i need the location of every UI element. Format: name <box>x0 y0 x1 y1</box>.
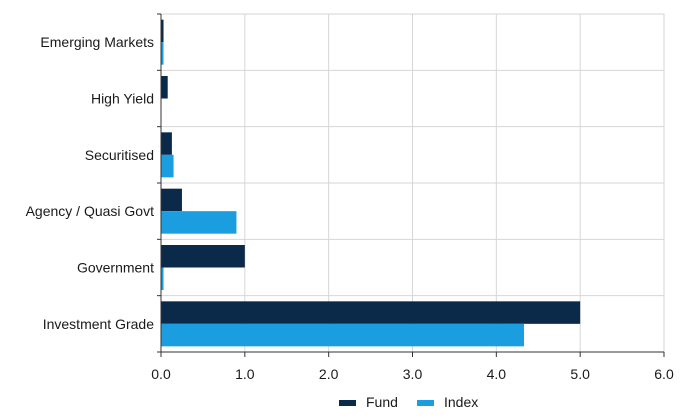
bars <box>161 19 581 347</box>
bar-fund-government <box>161 245 245 268</box>
labels: Emerging Markets High Yield Securitised Age… <box>26 34 674 382</box>
bar-fund-investment-grade <box>161 301 581 324</box>
legend-label-index: Index <box>444 394 478 410</box>
axes <box>157 13 665 357</box>
category-label: Securitised <box>85 147 154 163</box>
category-label: High Yield <box>91 91 154 107</box>
x-tick-label: 1.0 <box>235 366 255 382</box>
category-label: Investment Grade <box>43 316 154 332</box>
grid <box>160 13 665 353</box>
bar-index-emerging-markets <box>161 42 164 65</box>
x-tick-label: 2.0 <box>319 366 339 382</box>
x-tick-label: 0.0 <box>151 366 171 382</box>
bar-index-agency-quasi-govt <box>161 211 237 234</box>
category-label: Agency / Quasi Govt <box>26 203 155 219</box>
bar-fund-agency-quasi-govt <box>161 188 182 212</box>
x-tick-label: 6.0 <box>654 366 674 382</box>
x-tick-label: 3.0 <box>403 366 423 382</box>
category-label: Government <box>77 260 154 276</box>
bar-index-securitised <box>161 154 174 178</box>
legend: Fund Index <box>339 394 478 410</box>
legend-label-fund: Fund <box>366 394 398 410</box>
category-label: Emerging Markets <box>40 34 154 50</box>
bar-fund-emerging-markets <box>161 19 164 43</box>
x-tick-label: 4.0 <box>487 366 507 382</box>
bar-index-government <box>161 267 164 290</box>
bar-fund-high-yield <box>161 76 168 99</box>
bar-index-investment-grade <box>161 323 524 347</box>
legend-swatch-fund <box>339 400 356 406</box>
bar-fund-securitised <box>161 132 172 155</box>
legend-swatch-index <box>417 400 434 406</box>
x-tick-label: 5.0 <box>570 366 590 382</box>
